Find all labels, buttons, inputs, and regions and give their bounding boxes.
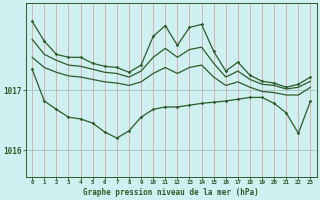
- X-axis label: Graphe pression niveau de la mer (hPa): Graphe pression niveau de la mer (hPa): [84, 188, 259, 197]
